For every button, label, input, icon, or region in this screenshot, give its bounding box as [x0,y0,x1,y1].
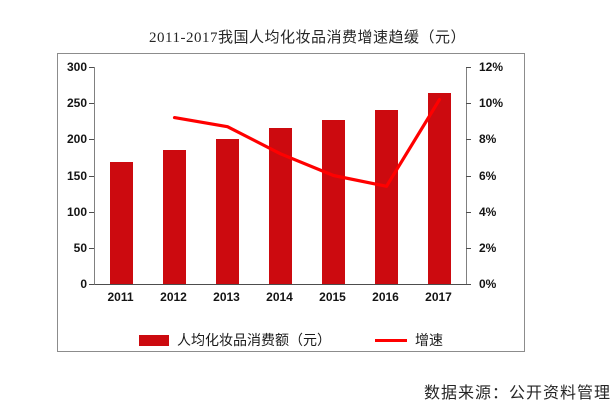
right-tick-mark [466,139,471,141]
x-axis-label-2013: 2013 [213,290,240,304]
x-axis-label-2015: 2015 [319,290,346,304]
left-tick-label: 150 [66,168,87,183]
legend-bar-label: 人均化妆品消费额（元） [177,334,331,349]
right-tick-mark [466,103,471,105]
left-tick-mark [89,247,94,249]
plot-area [94,67,467,285]
right-tick-mark [466,247,471,249]
bar-2017 [428,93,451,284]
legend-bar-swatch [139,334,169,346]
bar-2011 [110,161,133,284]
left-tick-mark [89,175,94,177]
chart-title: 2011-2017我国人均化妆品消费增速趋缓（元） [149,30,466,46]
bar-2013 [216,139,239,284]
bar-2012 [163,150,186,284]
bar-2014 [269,128,292,284]
left-tick-label: 100 [66,204,87,219]
right-tick-mark [466,284,471,285]
right-tick-mark [466,175,471,177]
right-tick-label: 12% [479,60,504,74]
right-tick-mark [466,211,471,213]
bar-2016 [375,110,398,284]
left-tick-mark [89,211,94,213]
left-tick-label: 0 [80,277,87,291]
right-tick-label: 10% [479,96,504,111]
chart-frame: 0 50 100 150 200 250 300 0% 2% 4% 6% 8% 10% 12% 2011… [57,53,525,352]
growth-line-series [172,97,442,188]
legend: 人均化妆品消费额（元） 增速 [58,330,524,350]
bar-2015 [322,119,345,284]
right-tick-mark [466,67,471,68]
left-tick-label: 300 [66,60,87,74]
right-tick-label: 6% [479,168,497,183]
left-tick-mark [89,139,94,141]
x-axis-label-2011: 2011 [107,290,134,304]
x-axis-label-2014: 2014 [266,290,293,304]
right-tick-label: 4% [479,204,497,219]
left-tick-mark [89,67,94,68]
legend-line-label: 增速 [415,334,443,349]
left-tick-mark [89,284,94,285]
left-tick-label: 250 [66,96,87,111]
left-tick-mark [89,103,94,105]
left-tick-label: 200 [66,132,87,147]
x-axis-label-2016: 2016 [372,290,399,304]
left-tick-label: 50 [73,240,87,255]
x-axis-label-2017: 2017 [425,290,452,304]
right-tick-label: 8% [479,132,497,147]
right-tick-label: 0% [479,277,497,291]
x-axis-label-2012: 2012 [160,290,187,304]
data-source-note: 数据来源：公开资料管理 [423,385,611,402]
right-tick-label: 2% [479,240,497,255]
legend-line-swatch [375,338,407,342]
